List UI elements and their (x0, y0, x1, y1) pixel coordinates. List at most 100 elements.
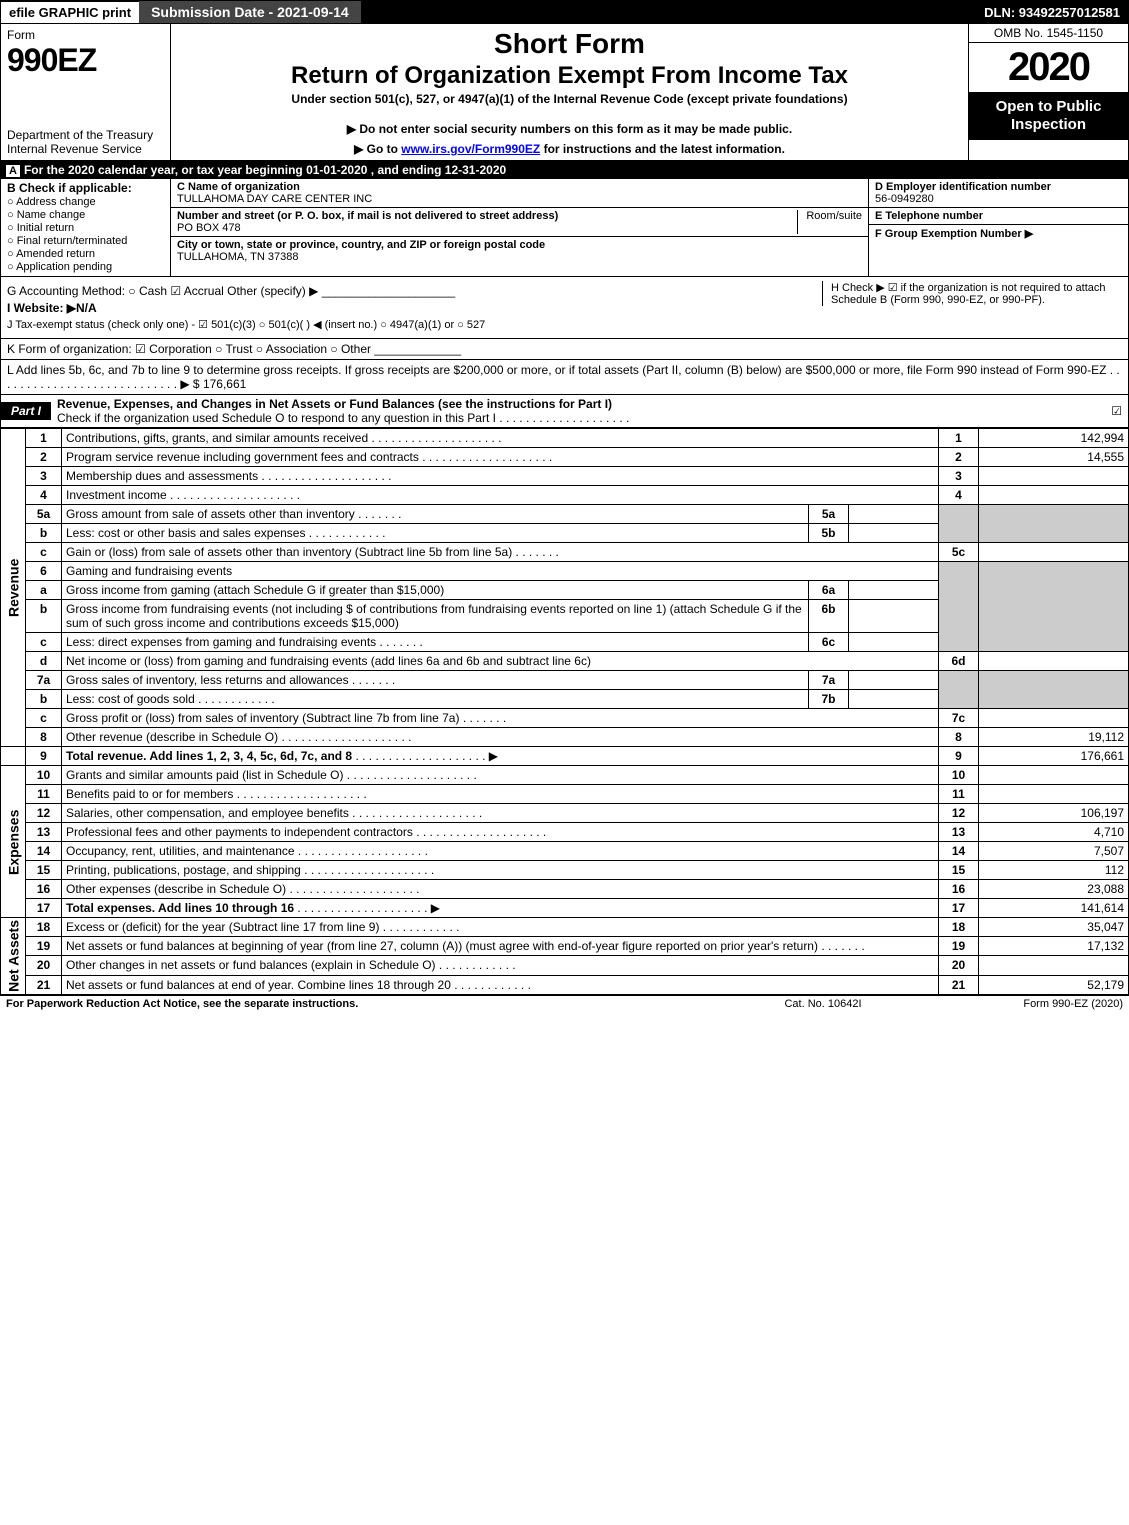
line-6d-num: d (26, 652, 62, 671)
cb-name-change[interactable]: Name change (7, 209, 164, 221)
box-c-name-address: C Name of organization TULLAHOMA DAY CAR… (171, 179, 868, 276)
line-6d-value (979, 652, 1129, 671)
line-13-num: 13 (26, 823, 62, 842)
line-7c-box: 7c (939, 709, 979, 728)
line-11-value (979, 785, 1129, 804)
line-9-num: 9 (26, 747, 62, 766)
cb-amended-return[interactable]: Amended return (7, 248, 164, 260)
city-value: TULLAHOMA, TN 37388 (177, 251, 545, 263)
line-11-desc: Benefits paid to or for members (66, 787, 233, 801)
line-6a-num: a (26, 581, 62, 600)
line-5b-subval (849, 524, 939, 543)
line-12-num: 12 (26, 804, 62, 823)
page-footer: For Paperwork Reduction Act Notice, see … (0, 995, 1129, 1012)
line-5b-subbox: 5b (809, 524, 849, 543)
org-name-label: C Name of organization (177, 181, 372, 193)
dln-label: DLN: 93492257012581 (976, 2, 1128, 23)
line-5a-subbox: 5a (809, 505, 849, 524)
line-6b-desc: Gross income from fundraising events (no… (62, 600, 809, 633)
goto-instructions: ▶ Go to www.irs.gov/Form990EZ for instru… (175, 142, 964, 156)
line-13-value: 4,710 (979, 823, 1129, 842)
under-section: Under section 501(c), 527, or 4947(a)(1)… (175, 92, 964, 106)
return-title: Return of Organization Exempt From Incom… (175, 62, 964, 90)
line-9-value: 176,661 (979, 747, 1129, 766)
line-17-value: 141,614 (979, 899, 1129, 918)
line-10-value (979, 766, 1129, 785)
line-7c-desc: Gross profit or (loss) from sales of inv… (66, 711, 459, 725)
netassets-side-label: Net Assets (1, 918, 26, 995)
revenue-side-label: Revenue (1, 429, 26, 747)
cb-final-return[interactable]: Final return/terminated (7, 235, 164, 247)
line-1-box: 1 (939, 429, 979, 448)
submission-date: Submission Date - 2021-09-14 (139, 1, 361, 23)
line-6-desc: Gaming and fundraising events (62, 562, 939, 581)
line-11-box: 11 (939, 785, 979, 804)
line-7a-subval (849, 671, 939, 690)
dept-irs: Internal Revenue Service (7, 142, 164, 156)
line-7b-subval (849, 690, 939, 709)
irs-link[interactable]: www.irs.gov/Form990EZ (401, 142, 540, 156)
short-form-title: Short Form (175, 28, 964, 60)
line-15-num: 15 (26, 861, 62, 880)
part-1-table: Revenue 1 Contributions, gifts, grants, … (0, 428, 1129, 995)
line-6-num: 6 (26, 562, 62, 581)
line-15-box: 15 (939, 861, 979, 880)
line-11-num: 11 (26, 785, 62, 804)
line-7a-num: 7a (26, 671, 62, 690)
rows-g-h-i-j: H Check ▶ ☑ if the organization is not r… (0, 277, 1129, 339)
line-6b-subval (849, 600, 939, 633)
line-6b-subbox: 6b (809, 600, 849, 633)
line-3-value (979, 467, 1129, 486)
cb-initial-return[interactable]: Initial return (7, 222, 164, 234)
part-1-check-text: Check if the organization used Schedule … (57, 411, 629, 425)
line-13-desc: Professional fees and other payments to … (66, 825, 413, 839)
line-5a-subval (849, 505, 939, 524)
city-label: City or town, state or province, country… (177, 239, 545, 251)
line-7b-num: b (26, 690, 62, 709)
line-5c-num: c (26, 543, 62, 562)
form-header: Form 990EZ Department of the Treasury In… (0, 24, 1129, 161)
line-8-value: 19,112 (979, 728, 1129, 747)
line-6a-subval (849, 581, 939, 600)
cb-address-change[interactable]: Address change (7, 196, 164, 208)
line-19-value: 17,132 (979, 937, 1129, 956)
row-h-check: H Check ▶ ☑ if the organization is not r… (822, 281, 1122, 306)
ssn-warning: ▶ Do not enter social security numbers o… (175, 122, 964, 136)
line-1-value: 142,994 (979, 429, 1129, 448)
line-8-box: 8 (939, 728, 979, 747)
line-6c-subval (849, 633, 939, 652)
line-6b-num: b (26, 600, 62, 633)
line-7c-num: c (26, 709, 62, 728)
box-b-applicable: B Check if applicable: Address change Na… (1, 179, 171, 276)
line-5a-desc: Gross amount from sale of assets other t… (66, 507, 355, 521)
efile-print-button[interactable]: efile GRAPHIC print (1, 2, 139, 23)
line-10-desc: Grants and similar amounts paid (list in… (66, 768, 343, 782)
ein-label: D Employer identification number (875, 181, 1122, 193)
line-19-desc: Net assets or fund balances at beginning… (66, 939, 818, 953)
part-1-checkbox[interactable]: ☑ (1105, 402, 1128, 420)
ein-value: 56-0949280 (875, 193, 1122, 205)
line-10-box: 10 (939, 766, 979, 785)
line-4-box: 4 (939, 486, 979, 505)
line-6c-desc: Less: direct expenses from gaming and fu… (66, 635, 376, 649)
line-6c-subbox: 6c (809, 633, 849, 652)
line-16-box: 16 (939, 880, 979, 899)
line-6d-desc: Net income or (loss) from gaming and fun… (62, 652, 939, 671)
line-7a-desc: Gross sales of inventory, less returns a… (66, 673, 349, 687)
line-18-value: 35,047 (979, 918, 1129, 937)
line-17-box: 17 (939, 899, 979, 918)
telephone-label: E Telephone number (875, 210, 1122, 222)
part-1-title: Revenue, Expenses, and Changes in Net As… (57, 397, 612, 411)
line-3-desc: Membership dues and assessments (66, 469, 258, 483)
dept-treasury: Department of the Treasury (7, 128, 164, 142)
line-20-desc: Other changes in net assets or fund bala… (66, 958, 436, 972)
line-a-tax-year: AFor the 2020 calendar year, or tax year… (0, 161, 1129, 179)
line-6a-desc: Gross income from gaming (attach Schedul… (62, 581, 809, 600)
line-14-box: 14 (939, 842, 979, 861)
cb-application-pending[interactable]: Application pending (7, 261, 164, 273)
line-2-num: 2 (26, 448, 62, 467)
room-suite-label: Room/suite (797, 210, 862, 234)
line-14-value: 7,507 (979, 842, 1129, 861)
entity-block: B Check if applicable: Address change Na… (0, 179, 1129, 277)
line-2-value: 14,555 (979, 448, 1129, 467)
